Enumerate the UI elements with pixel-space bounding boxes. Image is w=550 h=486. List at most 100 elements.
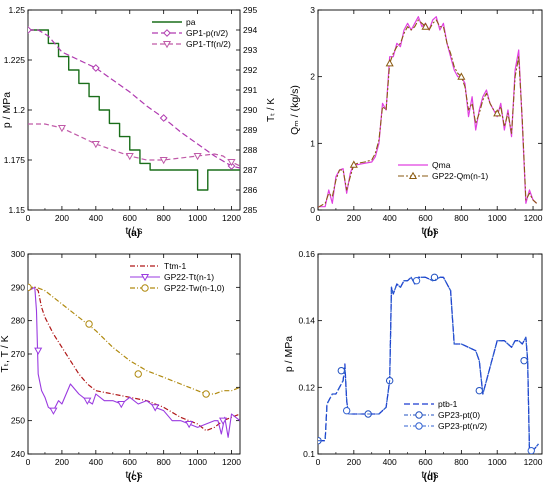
legend-marker	[408, 171, 418, 180]
series-marker	[134, 370, 142, 378]
panel-caption: (c)	[128, 472, 140, 483]
series-line-1	[318, 276, 539, 452]
x-tick-label: 800	[157, 213, 171, 223]
series-marker	[28, 283, 32, 292]
x-tick-label: 400	[89, 457, 103, 467]
x-tick-label: 600	[418, 457, 432, 467]
plot-area	[28, 283, 240, 438]
panel-c: 0 200 400 600 800 1000 1200 240 250 260 270 280 290 3…	[0, 249, 241, 483]
series-marker	[421, 22, 430, 30]
series-line-0	[28, 286, 240, 432]
y-axis-label: p / MPa	[1, 92, 13, 128]
x-tick-label: 200	[55, 457, 69, 467]
series-marker	[385, 59, 394, 67]
series-marker	[91, 64, 100, 72]
series-marker	[193, 152, 202, 161]
series-marker	[412, 276, 421, 285]
x-axis-label: t / s	[126, 225, 143, 237]
y-tick-label: 240	[11, 449, 25, 459]
x-tick-label: 800	[454, 457, 468, 467]
y-tick-label: 1.15	[8, 205, 25, 215]
x-tick-label: 200	[55, 213, 69, 223]
series-marker	[218, 417, 228, 425]
y2-axis-label: Tₜ / K	[266, 98, 277, 122]
x-tick-label: 600	[123, 457, 137, 467]
x-tick-label: 0	[26, 457, 31, 467]
series-line-2	[318, 276, 539, 452]
y-tick-label: 0	[310, 205, 315, 215]
series-line-1	[28, 286, 240, 438]
y-tick-label: 0.12	[298, 382, 315, 392]
y-tick-label: 0.16	[298, 249, 315, 259]
y2-tick-label: 288	[243, 145, 257, 155]
x-tick-label: 400	[89, 213, 103, 223]
series-marker	[83, 397, 92, 405]
y2-tick-label: 287	[243, 165, 257, 175]
series-line-0	[28, 29, 240, 191]
series-marker	[202, 390, 210, 398]
series-marker	[34, 347, 43, 355]
legend-marker	[140, 273, 150, 282]
series-marker	[527, 446, 535, 454]
x-tick-label: 800	[454, 213, 468, 223]
series-marker	[430, 273, 439, 282]
legend-label: GP1-Tf(n/2)	[186, 39, 231, 49]
y-tick-label: 1.25	[8, 5, 25, 15]
plot-frame	[317, 253, 543, 455]
x-tick-label: 200	[347, 213, 361, 223]
series-marker	[151, 404, 160, 412]
panel-caption: (d)	[424, 472, 437, 483]
legend-marker	[163, 29, 171, 37]
x-tick-label: 0	[26, 213, 31, 223]
series-marker	[91, 140, 100, 149]
series-marker	[457, 72, 466, 80]
series-marker	[185, 420, 194, 429]
legend-label: GP22-Tt(n-1)	[164, 272, 214, 282]
y-tick-label: 270	[11, 349, 25, 359]
y2-tick-label: 290	[243, 105, 257, 115]
legend-label: GP22-Qm(n-1)	[432, 171, 488, 181]
x-tick-label: 400	[383, 457, 397, 467]
series-marker	[520, 356, 528, 365]
y-tick-label: 2	[310, 72, 315, 82]
x-tick-label: 1200	[524, 457, 543, 467]
legend-label: Ttm-1	[164, 261, 186, 271]
series-marker	[117, 400, 126, 409]
plot-frame	[317, 9, 543, 211]
x-tick-label: 1200	[524, 213, 543, 223]
y-axis-label: p / MPa	[283, 336, 295, 372]
y-tick-label: 1	[310, 138, 315, 148]
y-tick-label: 1.2	[13, 105, 25, 115]
x-tick-label: 600	[418, 213, 432, 223]
series-marker	[57, 124, 66, 133]
y2-tick-label: 285	[243, 205, 257, 215]
panel-caption: (a)	[128, 228, 140, 239]
series-line-2	[28, 123, 240, 167]
x-tick-label: 200	[347, 457, 361, 467]
series-marker	[493, 109, 502, 117]
series-line-0	[318, 16, 538, 208]
y2-tick-label: 289	[243, 125, 257, 135]
y-axis-label: Tₜ, T / K	[0, 335, 11, 372]
legend-marker	[415, 411, 423, 419]
x-axis-label: t / s	[422, 225, 439, 237]
y-tick-label: 260	[11, 382, 25, 392]
series-marker	[125, 152, 134, 161]
plot-area	[318, 273, 539, 454]
x-tick-label: 1200	[222, 457, 241, 467]
legend-label: ptb-1	[438, 399, 458, 409]
y-tick-label: 0.14	[298, 316, 315, 326]
y2-tick-label: 294	[243, 25, 257, 35]
y2-tick-label: 292	[243, 65, 257, 75]
x-tick-label: 600	[123, 213, 137, 223]
y-tick-label: 1.175	[4, 155, 26, 165]
x-tick-label: 1000	[488, 213, 507, 223]
series-line-0	[318, 276, 539, 452]
y-tick-label: 290	[11, 282, 25, 292]
legend-marker	[162, 40, 172, 49]
y-axis-label: Qₘ / (kg/s)	[289, 85, 301, 135]
